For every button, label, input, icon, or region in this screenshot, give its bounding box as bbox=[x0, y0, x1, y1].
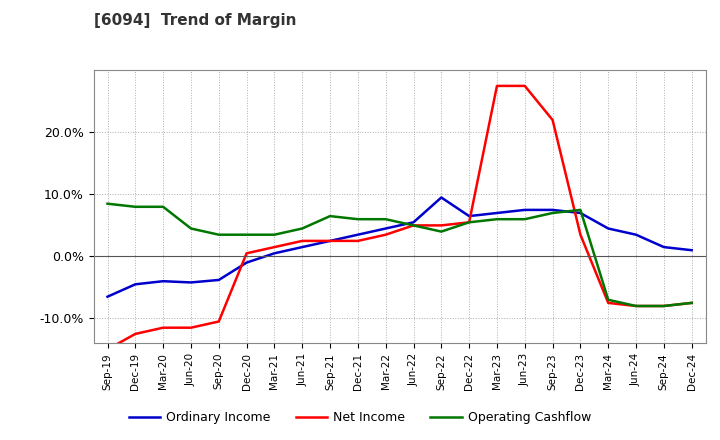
Ordinary Income bbox=[409, 220, 418, 225]
Ordinary Income bbox=[549, 207, 557, 213]
Line: Net Income: Net Income bbox=[107, 86, 692, 349]
Operating Cashflow bbox=[131, 204, 140, 209]
Net Income bbox=[270, 245, 279, 250]
Net Income bbox=[103, 347, 112, 352]
Net Income bbox=[242, 251, 251, 256]
Net Income bbox=[382, 232, 390, 237]
Ordinary Income bbox=[660, 245, 668, 250]
Net Income bbox=[604, 300, 613, 305]
Net Income bbox=[159, 325, 168, 330]
Operating Cashflow bbox=[660, 303, 668, 308]
Operating Cashflow bbox=[521, 216, 529, 222]
Line: Ordinary Income: Ordinary Income bbox=[107, 198, 692, 297]
Ordinary Income bbox=[382, 226, 390, 231]
Operating Cashflow bbox=[186, 226, 195, 231]
Ordinary Income bbox=[131, 282, 140, 287]
Text: [6094]  Trend of Margin: [6094] Trend of Margin bbox=[94, 13, 296, 28]
Operating Cashflow bbox=[465, 220, 474, 225]
Ordinary Income bbox=[576, 210, 585, 216]
Ordinary Income bbox=[270, 251, 279, 256]
Ordinary Income bbox=[159, 279, 168, 284]
Operating Cashflow bbox=[688, 300, 696, 305]
Operating Cashflow bbox=[103, 201, 112, 206]
Legend: Ordinary Income, Net Income, Operating Cashflow: Ordinary Income, Net Income, Operating C… bbox=[124, 407, 596, 429]
Ordinary Income bbox=[465, 213, 474, 219]
Net Income bbox=[409, 223, 418, 228]
Net Income bbox=[298, 238, 307, 244]
Ordinary Income bbox=[354, 232, 362, 237]
Ordinary Income bbox=[604, 226, 613, 231]
Net Income bbox=[660, 303, 668, 308]
Operating Cashflow bbox=[354, 216, 362, 222]
Operating Cashflow bbox=[631, 303, 640, 308]
Net Income bbox=[492, 83, 501, 88]
Net Income bbox=[688, 300, 696, 305]
Operating Cashflow bbox=[159, 204, 168, 209]
Operating Cashflow bbox=[215, 232, 223, 237]
Net Income bbox=[186, 325, 195, 330]
Operating Cashflow bbox=[270, 232, 279, 237]
Net Income bbox=[325, 238, 334, 244]
Ordinary Income bbox=[103, 294, 112, 299]
Ordinary Income bbox=[298, 245, 307, 250]
Ordinary Income bbox=[437, 195, 446, 200]
Ordinary Income bbox=[215, 277, 223, 282]
Ordinary Income bbox=[688, 248, 696, 253]
Line: Operating Cashflow: Operating Cashflow bbox=[107, 204, 692, 306]
Net Income bbox=[354, 238, 362, 244]
Ordinary Income bbox=[325, 238, 334, 244]
Ordinary Income bbox=[631, 232, 640, 237]
Operating Cashflow bbox=[549, 210, 557, 216]
Net Income bbox=[521, 83, 529, 88]
Net Income bbox=[549, 117, 557, 123]
Net Income bbox=[631, 303, 640, 308]
Net Income bbox=[576, 232, 585, 237]
Operating Cashflow bbox=[492, 216, 501, 222]
Net Income bbox=[465, 220, 474, 225]
Ordinary Income bbox=[242, 260, 251, 265]
Operating Cashflow bbox=[604, 297, 613, 302]
Ordinary Income bbox=[492, 210, 501, 216]
Net Income bbox=[215, 319, 223, 324]
Operating Cashflow bbox=[325, 213, 334, 219]
Operating Cashflow bbox=[298, 226, 307, 231]
Net Income bbox=[437, 223, 446, 228]
Operating Cashflow bbox=[409, 223, 418, 228]
Operating Cashflow bbox=[576, 207, 585, 213]
Ordinary Income bbox=[521, 207, 529, 213]
Operating Cashflow bbox=[382, 216, 390, 222]
Net Income bbox=[131, 331, 140, 337]
Operating Cashflow bbox=[437, 229, 446, 234]
Ordinary Income bbox=[186, 280, 195, 285]
Operating Cashflow bbox=[242, 232, 251, 237]
